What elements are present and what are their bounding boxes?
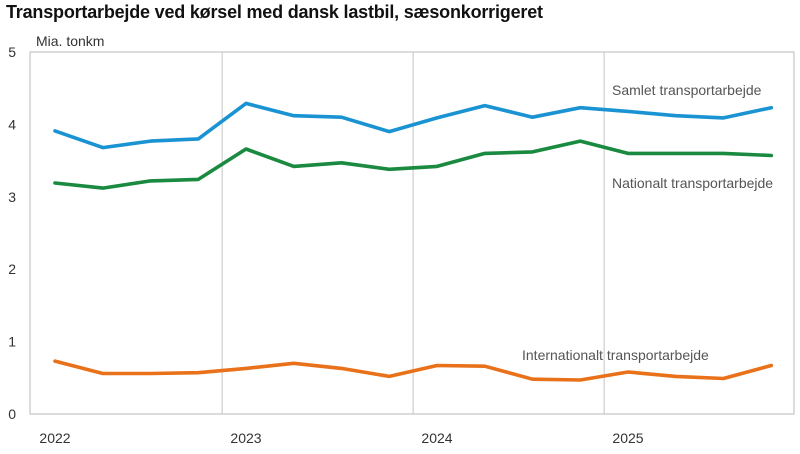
data-point-1-2025K3 — [722, 116, 725, 120]
data-point-1-2023K3 — [340, 115, 343, 119]
data-point-3-2024K2 — [483, 365, 486, 368]
data-point-3-2023K4 — [388, 375, 391, 378]
data-point-2-2022K1 — [53, 181, 57, 185]
data-point-2-2022K4 — [197, 178, 200, 181]
y-tick-label-4: 4 — [8, 116, 16, 132]
y-tick-label-1: 1 — [8, 334, 16, 350]
data-point-1-2023K1 — [244, 102, 248, 105]
data-point-2-2023K4 — [388, 168, 391, 171]
series-lines — [53, 101, 774, 382]
x-tick-label-2025: 2025 — [612, 430, 643, 446]
data-point-1-2022K2 — [101, 146, 104, 149]
data-point-2-2023K2 — [292, 165, 295, 168]
data-point-2-2022K2 — [101, 186, 104, 190]
data-point-1-2024K4 — [579, 106, 582, 109]
data-point-2-2025K4 — [770, 154, 773, 157]
data-point-1-2025K1 — [626, 110, 630, 113]
data-point-3-2024K1 — [435, 364, 439, 367]
x-axis-year-labels: 2022 2023 2024 2025 — [39, 430, 643, 446]
data-point-3-2022K1 — [53, 359, 57, 363]
data-point-3-2022K2 — [101, 372, 104, 375]
data-point-1-2023K2 — [292, 114, 295, 117]
data-point-2-2024K4 — [579, 139, 582, 143]
series-line-1 — [53, 101, 774, 150]
data-point-1-2023K4 — [388, 130, 391, 133]
data-point-3-2022K3 — [149, 372, 152, 375]
data-point-2-2024K2 — [483, 152, 486, 155]
series-label-2: Nationalt transportarbejde — [612, 175, 773, 191]
data-point-3-2025K3 — [722, 377, 725, 380]
data-point-3-2023K1 — [244, 367, 248, 370]
series-label-1: Samlet transportarbejde — [612, 82, 762, 98]
data-point-1-2024K1 — [435, 116, 439, 120]
data-point-2-2025K1 — [626, 152, 630, 155]
y-tick-label-3: 3 — [8, 189, 16, 205]
data-point-3-2025K4 — [770, 364, 773, 367]
x-tick-label-2022: 2022 — [39, 430, 70, 446]
series-labels: Samlet transportarbejde Nationalt transpo… — [522, 82, 773, 363]
data-point-1-2025K2 — [674, 114, 677, 117]
series-line-2 — [53, 139, 774, 190]
x-tick-label-2024: 2024 — [421, 430, 452, 446]
data-point-2-2025K3 — [722, 152, 725, 155]
y-tick-label-5: 5 — [8, 44, 16, 60]
data-point-3-2025K1 — [626, 370, 630, 374]
y-tick-label-0: 0 — [8, 406, 16, 422]
data-point-2-2023K1 — [244, 147, 248, 151]
y-axis-ticks: 0 1 2 3 4 5 — [8, 44, 16, 422]
data-point-2-2024K3 — [531, 150, 534, 154]
data-point-3-2025K2 — [674, 375, 677, 378]
data-point-3-2022K4 — [197, 371, 200, 374]
data-point-2-2025K2 — [674, 152, 677, 155]
plot-frame — [29, 51, 795, 415]
x-tick-label-2023: 2023 — [230, 430, 261, 446]
data-point-2-2024K1 — [435, 165, 439, 168]
y-axis-unit-label: Mia. tonkm — [36, 33, 104, 49]
data-point-1-2022K1 — [53, 129, 57, 133]
series-label-3: Internationalt transportarbejde — [522, 347, 709, 363]
data-point-3-2023K3 — [340, 367, 343, 370]
data-point-3-2023K2 — [292, 362, 295, 365]
series-line-3 — [53, 359, 774, 382]
chart-title: Transportarbejde ved kørsel med dansk la… — [6, 2, 543, 22]
y-tick-label-2: 2 — [8, 261, 16, 277]
data-point-1-2022K4 — [197, 137, 200, 141]
data-point-2-2022K3 — [149, 179, 152, 183]
data-point-1-2022K3 — [149, 139, 152, 143]
data-point-1-2024K3 — [531, 115, 534, 119]
year-gridlines — [221, 52, 605, 414]
data-point-1-2025K4 — [770, 106, 773, 109]
data-point-3-2024K3 — [531, 378, 534, 381]
data-point-1-2024K2 — [483, 104, 486, 107]
data-point-3-2024K4 — [579, 378, 582, 382]
data-point-2-2023K3 — [340, 161, 343, 164]
